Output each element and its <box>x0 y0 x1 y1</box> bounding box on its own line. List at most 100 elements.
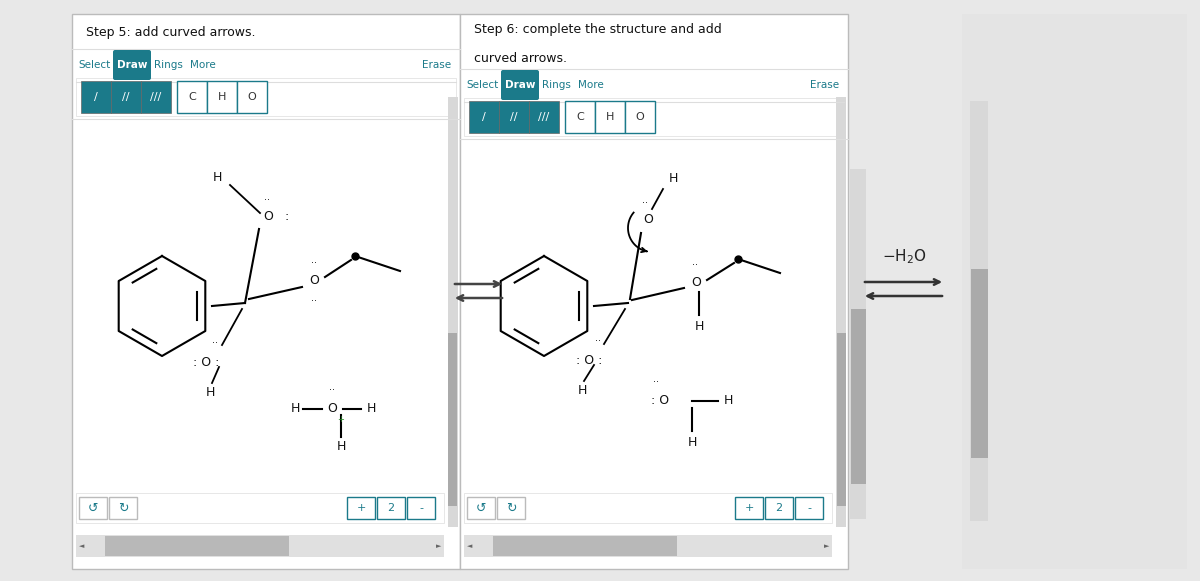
FancyBboxPatch shape <box>836 333 846 505</box>
Text: H: H <box>205 386 215 400</box>
Text: +: + <box>356 503 366 513</box>
Text: Erase: Erase <box>422 60 451 70</box>
FancyBboxPatch shape <box>595 101 625 133</box>
Text: Draw: Draw <box>116 60 148 70</box>
Text: ↺: ↺ <box>88 501 98 515</box>
FancyBboxPatch shape <box>970 101 988 521</box>
Text: ///: /// <box>150 92 162 102</box>
Text: : O :: : O : <box>193 357 220 370</box>
Text: :: : <box>284 210 288 224</box>
Text: ►: ► <box>436 543 442 549</box>
Text: ··: ·· <box>311 258 317 268</box>
Text: O: O <box>636 112 644 122</box>
Text: ··: ·· <box>329 385 335 395</box>
Text: Select: Select <box>466 80 498 90</box>
FancyBboxPatch shape <box>796 497 823 519</box>
Text: ··: ·· <box>653 377 659 387</box>
Text: O: O <box>310 274 319 288</box>
Text: H: H <box>606 112 614 122</box>
FancyBboxPatch shape <box>178 81 208 113</box>
Text: ///: /// <box>539 112 550 122</box>
Text: curved arrows.: curved arrows. <box>474 52 568 65</box>
FancyBboxPatch shape <box>76 48 456 82</box>
Text: : O :: : O : <box>576 354 602 368</box>
Text: ↺: ↺ <box>475 501 486 515</box>
FancyBboxPatch shape <box>469 101 499 133</box>
FancyBboxPatch shape <box>347 497 374 519</box>
Text: H: H <box>724 394 733 407</box>
Text: $-\mathrm{H_2O}$: $-\mathrm{H_2O}$ <box>882 248 926 266</box>
FancyBboxPatch shape <box>565 101 595 133</box>
FancyBboxPatch shape <box>851 309 865 484</box>
Text: O: O <box>326 403 337 415</box>
FancyBboxPatch shape <box>208 81 238 113</box>
Text: ··: ·· <box>692 260 698 270</box>
Text: H: H <box>367 403 377 415</box>
FancyBboxPatch shape <box>109 497 137 519</box>
Text: H: H <box>695 321 703 333</box>
Text: C: C <box>576 112 584 122</box>
Text: O: O <box>263 210 272 224</box>
Text: Erase: Erase <box>810 80 839 90</box>
FancyBboxPatch shape <box>962 14 1187 569</box>
Text: H: H <box>336 440 346 454</box>
FancyBboxPatch shape <box>529 101 559 133</box>
FancyBboxPatch shape <box>142 81 172 113</box>
FancyBboxPatch shape <box>72 14 460 569</box>
FancyBboxPatch shape <box>836 97 846 527</box>
Text: H: H <box>218 92 226 102</box>
FancyBboxPatch shape <box>113 50 151 80</box>
FancyBboxPatch shape <box>497 497 526 519</box>
FancyBboxPatch shape <box>449 333 457 505</box>
Text: +: + <box>337 414 344 424</box>
Text: ··: ·· <box>264 195 270 205</box>
Text: ··: ·· <box>642 198 648 208</box>
Text: H: H <box>212 171 222 185</box>
Text: 2: 2 <box>388 503 395 513</box>
FancyBboxPatch shape <box>76 78 456 116</box>
Text: H: H <box>577 385 587 397</box>
FancyBboxPatch shape <box>464 535 832 557</box>
Text: -: - <box>808 503 811 513</box>
FancyBboxPatch shape <box>407 497 434 519</box>
FancyBboxPatch shape <box>238 81 268 113</box>
Text: ◄: ◄ <box>467 543 473 549</box>
Text: Step 6: complete the structure and add: Step 6: complete the structure and add <box>474 23 721 36</box>
FancyBboxPatch shape <box>76 535 444 557</box>
Text: ►: ► <box>823 543 829 549</box>
Text: /: / <box>94 92 98 102</box>
FancyBboxPatch shape <box>106 536 289 556</box>
Text: H: H <box>688 436 697 450</box>
Text: O: O <box>247 92 257 102</box>
FancyBboxPatch shape <box>499 101 529 133</box>
Text: More: More <box>190 60 216 70</box>
Text: Rings: Rings <box>542 80 571 90</box>
FancyBboxPatch shape <box>502 70 539 100</box>
FancyBboxPatch shape <box>850 169 866 519</box>
Text: 2: 2 <box>775 503 782 513</box>
FancyBboxPatch shape <box>377 497 406 519</box>
Text: /: / <box>482 112 486 122</box>
FancyBboxPatch shape <box>112 81 142 113</box>
FancyBboxPatch shape <box>734 497 763 519</box>
FancyBboxPatch shape <box>82 81 112 113</box>
FancyBboxPatch shape <box>766 497 793 519</box>
FancyBboxPatch shape <box>625 101 655 133</box>
FancyBboxPatch shape <box>448 97 458 527</box>
Text: ··: ·· <box>311 296 317 306</box>
FancyBboxPatch shape <box>493 536 678 556</box>
Text: Draw: Draw <box>505 80 535 90</box>
Text: ◄: ◄ <box>79 543 84 549</box>
FancyBboxPatch shape <box>79 497 107 519</box>
Text: //: // <box>510 112 517 122</box>
Text: +: + <box>744 503 754 513</box>
FancyBboxPatch shape <box>460 14 848 569</box>
FancyBboxPatch shape <box>76 493 444 523</box>
FancyBboxPatch shape <box>464 493 832 523</box>
Text: Rings: Rings <box>154 60 182 70</box>
FancyBboxPatch shape <box>971 269 988 458</box>
Text: More: More <box>578 80 604 90</box>
FancyBboxPatch shape <box>464 68 844 102</box>
Text: C: C <box>188 92 196 102</box>
Text: O: O <box>643 213 653 227</box>
